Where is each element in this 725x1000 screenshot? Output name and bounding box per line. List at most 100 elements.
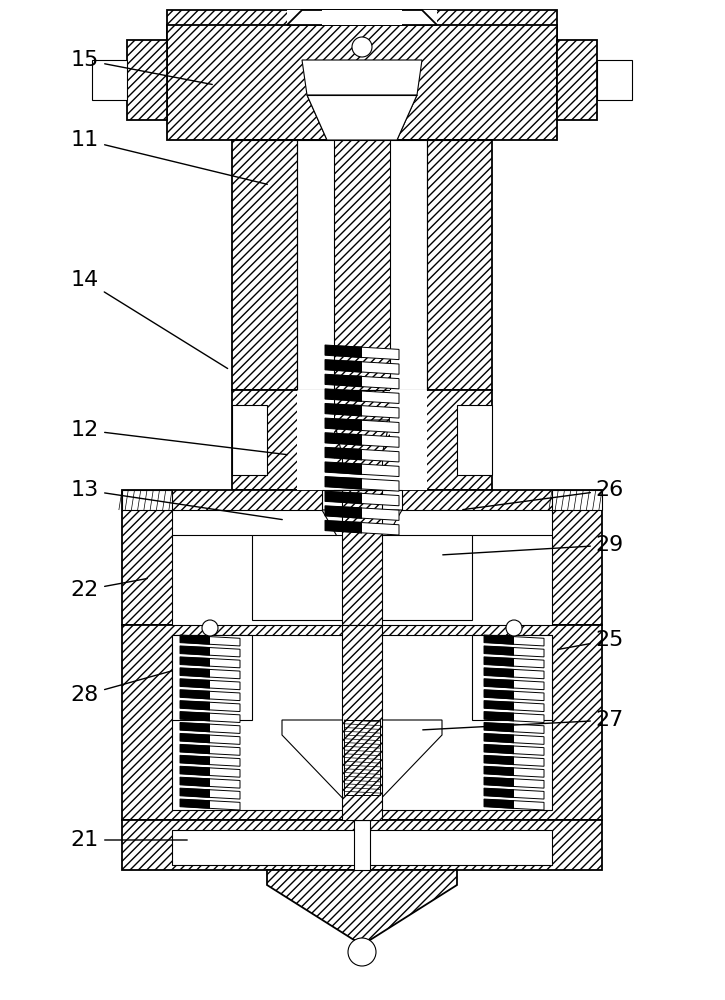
Text: 13: 13 [71,480,282,520]
Polygon shape [322,470,402,490]
Polygon shape [180,690,240,701]
Polygon shape [484,777,544,788]
Text: 14: 14 [71,270,228,369]
Polygon shape [180,766,240,777]
Polygon shape [325,374,399,389]
Polygon shape [342,490,382,625]
Polygon shape [172,635,552,810]
Polygon shape [325,491,399,506]
Polygon shape [325,403,362,417]
Polygon shape [484,690,514,700]
Polygon shape [322,10,402,25]
Bar [122,490,172,510]
Polygon shape [167,25,557,140]
Polygon shape [180,701,240,712]
Polygon shape [457,405,492,475]
Text: 26: 26 [463,480,624,510]
Circle shape [506,620,522,636]
Polygon shape [180,755,210,765]
Polygon shape [325,462,362,475]
Polygon shape [180,788,240,799]
Polygon shape [180,744,240,755]
Text: 25: 25 [558,630,624,650]
Polygon shape [167,10,557,85]
Text: 27: 27 [423,710,624,730]
Polygon shape [484,755,544,766]
Polygon shape [597,60,632,100]
Polygon shape [472,635,552,720]
Polygon shape [484,766,514,776]
Polygon shape [180,657,210,667]
Polygon shape [484,635,514,645]
Polygon shape [180,712,210,721]
Polygon shape [180,690,210,700]
Polygon shape [484,668,544,679]
Polygon shape [342,455,382,490]
Polygon shape [122,625,602,820]
Polygon shape [484,788,544,799]
Polygon shape [325,360,362,373]
Polygon shape [484,679,514,689]
Polygon shape [484,766,544,777]
Polygon shape [307,95,417,140]
Polygon shape [484,646,544,657]
Polygon shape [325,462,399,477]
Polygon shape [232,390,492,490]
Polygon shape [325,520,399,535]
Polygon shape [232,405,267,475]
Polygon shape [325,374,362,387]
Polygon shape [390,390,427,490]
Circle shape [202,620,218,636]
Polygon shape [325,477,362,490]
Polygon shape [180,777,210,787]
Polygon shape [484,744,514,754]
Polygon shape [484,733,544,744]
Polygon shape [325,433,362,446]
Polygon shape [180,799,210,809]
Polygon shape [484,668,514,678]
Polygon shape [325,389,399,403]
Polygon shape [484,679,544,690]
Polygon shape [252,535,472,620]
Circle shape [348,938,376,966]
Polygon shape [342,545,382,580]
Polygon shape [297,140,427,390]
Polygon shape [287,10,437,25]
Text: 11: 11 [71,130,268,184]
Polygon shape [354,820,370,870]
Polygon shape [180,712,240,722]
Text: 22: 22 [71,579,147,600]
Text: 15: 15 [71,50,212,84]
Polygon shape [122,820,602,870]
Polygon shape [484,722,514,732]
Polygon shape [484,712,544,722]
Polygon shape [297,390,334,490]
Polygon shape [180,668,240,679]
Polygon shape [325,491,362,504]
Polygon shape [282,720,442,810]
Polygon shape [334,140,390,390]
Polygon shape [325,433,399,447]
Polygon shape [484,690,544,701]
Polygon shape [327,580,397,605]
Text: 28: 28 [71,671,173,705]
Polygon shape [484,777,514,787]
Polygon shape [302,60,422,140]
Polygon shape [484,657,544,668]
Polygon shape [287,10,437,25]
Polygon shape [325,447,399,462]
Polygon shape [180,799,240,810]
Polygon shape [484,657,514,667]
Polygon shape [325,477,399,491]
Text: 21: 21 [71,830,187,850]
Polygon shape [180,722,210,732]
Polygon shape [127,40,167,120]
Polygon shape [180,733,240,744]
Polygon shape [484,799,544,810]
Polygon shape [180,701,210,710]
Polygon shape [484,755,514,765]
Polygon shape [325,506,362,519]
Polygon shape [325,418,399,433]
Polygon shape [325,520,362,534]
Polygon shape [180,635,210,645]
